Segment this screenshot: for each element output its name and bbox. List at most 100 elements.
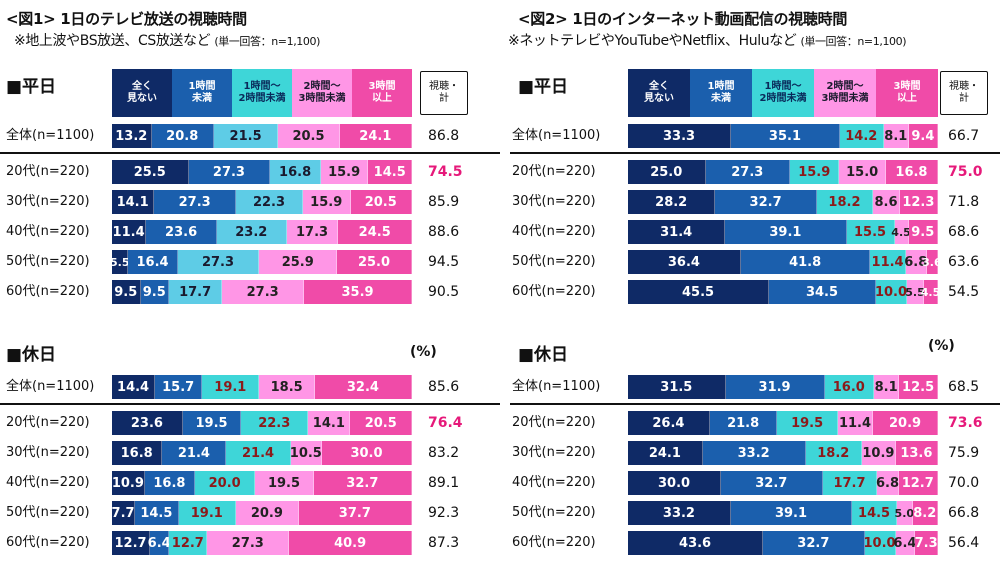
data-label: 32.7 bbox=[749, 194, 782, 210]
stacked-bar: 31.5 31.9 16.0 8.1 12.5 bbox=[628, 375, 938, 399]
data-label: 24.1 bbox=[648, 445, 681, 461]
row-label: 全体(n=1100) bbox=[512, 128, 601, 143]
data-label: 45.5 bbox=[681, 284, 715, 300]
data-label: 12.7 bbox=[901, 475, 934, 491]
data-label: 20.0 bbox=[208, 475, 241, 491]
data-label: 16.4 bbox=[136, 254, 169, 270]
figure-1-tv: <図1> 1日のテレビ放送の視聴時間 ※地上波やBS放送、CS放送など (単一回… bbox=[0, 10, 500, 555]
section-weekday-title: ■平日 bbox=[518, 77, 569, 97]
section-weekday-title: ■平日 bbox=[6, 77, 57, 97]
data-label: 23.2 bbox=[235, 224, 268, 240]
seg-2-3h: 14.1 bbox=[308, 411, 351, 435]
seg-2-3h: 15.0 bbox=[839, 160, 886, 184]
data-label: 19.1 bbox=[190, 505, 223, 521]
data-label: 6.8 bbox=[876, 475, 900, 491]
data-label: 20.8 bbox=[166, 128, 199, 144]
seg-3h-plus: 9.5 bbox=[908, 220, 938, 244]
figure-title: <図2> 1日のインターネット動画配信の視聴時間 bbox=[518, 10, 848, 28]
stacked-bar: 9.5 9.5 17.7 27.3 35.9 bbox=[112, 280, 412, 304]
subtitle-text: ※ネットテレビやYouTubeやNetflix、Huluなど bbox=[508, 33, 797, 49]
seg-3h-plus: 20.5 bbox=[350, 411, 412, 435]
data-label: 17.3 bbox=[295, 224, 329, 240]
chart-row: 20代(n=220) 25.0 27.3 15.9 15.0 16.8 75.0 bbox=[500, 159, 1000, 185]
data-label: 14.5 bbox=[373, 164, 406, 180]
row-total: 75.0 bbox=[948, 164, 983, 180]
data-label: 22.3 bbox=[252, 194, 286, 210]
figure-title: <図1> 1日のテレビ放送の視聴時間 bbox=[6, 10, 247, 28]
stacked-bar: 23.6 19.5 22.3 14.1 20.5 bbox=[112, 411, 412, 435]
sample-note: (単一回答：n=1,100) bbox=[800, 35, 907, 48]
data-label: 11.4 bbox=[871, 254, 904, 270]
stacked-bar: 14.4 15.7 19.1 18.5 32.4 bbox=[112, 375, 412, 399]
row-total: 63.6 bbox=[948, 254, 980, 270]
data-label: 12.7 bbox=[114, 535, 147, 551]
data-label: 20.9 bbox=[889, 415, 922, 431]
seg-1-2h: 10.0 bbox=[875, 280, 907, 304]
seg-under-1h: 41.8 bbox=[740, 250, 871, 274]
seg-1-2h: 18.2 bbox=[816, 190, 874, 214]
data-label: 10.9 bbox=[862, 445, 895, 461]
legend: 全く 見ない 1時間 未満 1時間～ 2時間未満 2時間～ 3時間未満 3時間 以上 視聴… bbox=[112, 69, 468, 117]
row-label: 60代(n=220) bbox=[6, 284, 90, 299]
chart-row: 50代(n=220) 5.5 16.4 27.3 25.9 25.0 94.5 bbox=[0, 249, 500, 275]
row-total: 85.9 bbox=[428, 194, 460, 210]
data-label: 24.1 bbox=[359, 128, 392, 144]
row-label: 20代(n=220) bbox=[512, 164, 596, 179]
seg-1-2h: 16.0 bbox=[824, 375, 875, 399]
percent-unit-label: (%) bbox=[410, 344, 437, 360]
seg-none: 11.4 bbox=[112, 220, 147, 244]
row-total: 66.8 bbox=[948, 505, 980, 521]
chart-row: 40代(n=220) 30.0 32.7 17.7 6.8 12.7 70.0 bbox=[500, 470, 1000, 496]
legend-item-none: 全く 見ない bbox=[112, 69, 172, 117]
row-label: 40代(n=220) bbox=[512, 475, 596, 490]
seg-2-3h: 6.8 bbox=[904, 250, 927, 274]
subtitle-text: ※地上波やBS放送、CS放送など bbox=[14, 33, 211, 49]
stacked-bar: 33.2 39.1 14.5 5.0 8.2 bbox=[628, 501, 938, 525]
data-label: 18.5 bbox=[270, 379, 303, 395]
seg-none: 28.2 bbox=[628, 190, 716, 214]
percent-unit-label: (%) bbox=[928, 338, 955, 354]
seg-none: 9.5 bbox=[112, 280, 141, 304]
seg-2-3h: 4.5 bbox=[891, 220, 911, 244]
chart-row: 60代(n=220) 45.5 34.5 10.0 5.5 4.5 54.5 bbox=[500, 279, 1000, 305]
sample-note: (単一回答：n=1,100) bbox=[214, 35, 320, 48]
seg-2-3h: 11.4 bbox=[837, 411, 874, 435]
legend: 全く 見ない 1時間 未満 1時間～ 2時間未満 2時間～ 3時間未満 3時間 以上 視聴… bbox=[628, 69, 988, 117]
row-label: 全体(n=1100) bbox=[6, 128, 95, 143]
data-label: 33.2 bbox=[662, 505, 695, 521]
seg-none: 13.2 bbox=[112, 124, 152, 148]
data-label: 35.1 bbox=[768, 128, 801, 144]
seg-none: 25.5 bbox=[112, 160, 189, 184]
seg-2-3h: 8.1 bbox=[874, 375, 900, 399]
total-divider-line bbox=[0, 403, 500, 405]
data-label: 16.8 bbox=[279, 164, 312, 180]
seg-under-1h: 32.7 bbox=[721, 471, 823, 495]
seg-under-1h: 16.4 bbox=[128, 250, 178, 274]
data-label: 17.7 bbox=[179, 284, 212, 300]
row-label: 30代(n=220) bbox=[512, 194, 596, 209]
stacked-bar: 25.0 27.3 15.9 15.0 16.8 bbox=[628, 160, 938, 184]
stacked-bar: 31.4 39.1 15.5 4.5 9.5 bbox=[628, 220, 938, 244]
row-total: 68.6 bbox=[948, 224, 980, 240]
row-label: 50代(n=220) bbox=[512, 505, 596, 520]
seg-under-1h: 21.4 bbox=[162, 441, 227, 465]
row-total: 76.4 bbox=[428, 415, 463, 431]
chart-row: 40代(n=220) 11.4 23.6 23.2 17.3 24.5 88.6 bbox=[0, 219, 500, 245]
seg-under-1h: 27.3 bbox=[705, 160, 791, 184]
data-label: 15.0 bbox=[846, 164, 879, 180]
seg-none: 36.4 bbox=[628, 250, 741, 274]
seg-3h-plus: 20.5 bbox=[350, 190, 412, 214]
seg-none: 23.6 bbox=[112, 411, 183, 435]
row-total: 70.0 bbox=[948, 475, 980, 491]
data-label: 23.6 bbox=[130, 415, 163, 431]
row-total: 90.5 bbox=[428, 284, 460, 300]
legend-item-1-2h: 1時間～ 2時間未満 bbox=[232, 69, 292, 117]
data-label: 41.8 bbox=[789, 254, 822, 270]
seg-under-1h: 27.3 bbox=[188, 160, 271, 184]
data-label: 21.4 bbox=[241, 445, 275, 461]
legend-total-box: 視聴・ 計 bbox=[420, 71, 468, 115]
stacked-bar: 12.7 6.4 12.7 27.3 40.9 bbox=[112, 531, 412, 555]
data-label: 14.2 bbox=[845, 128, 878, 144]
data-label: 40.9 bbox=[334, 535, 367, 551]
seg-3h-plus: 3.6 bbox=[922, 250, 942, 274]
